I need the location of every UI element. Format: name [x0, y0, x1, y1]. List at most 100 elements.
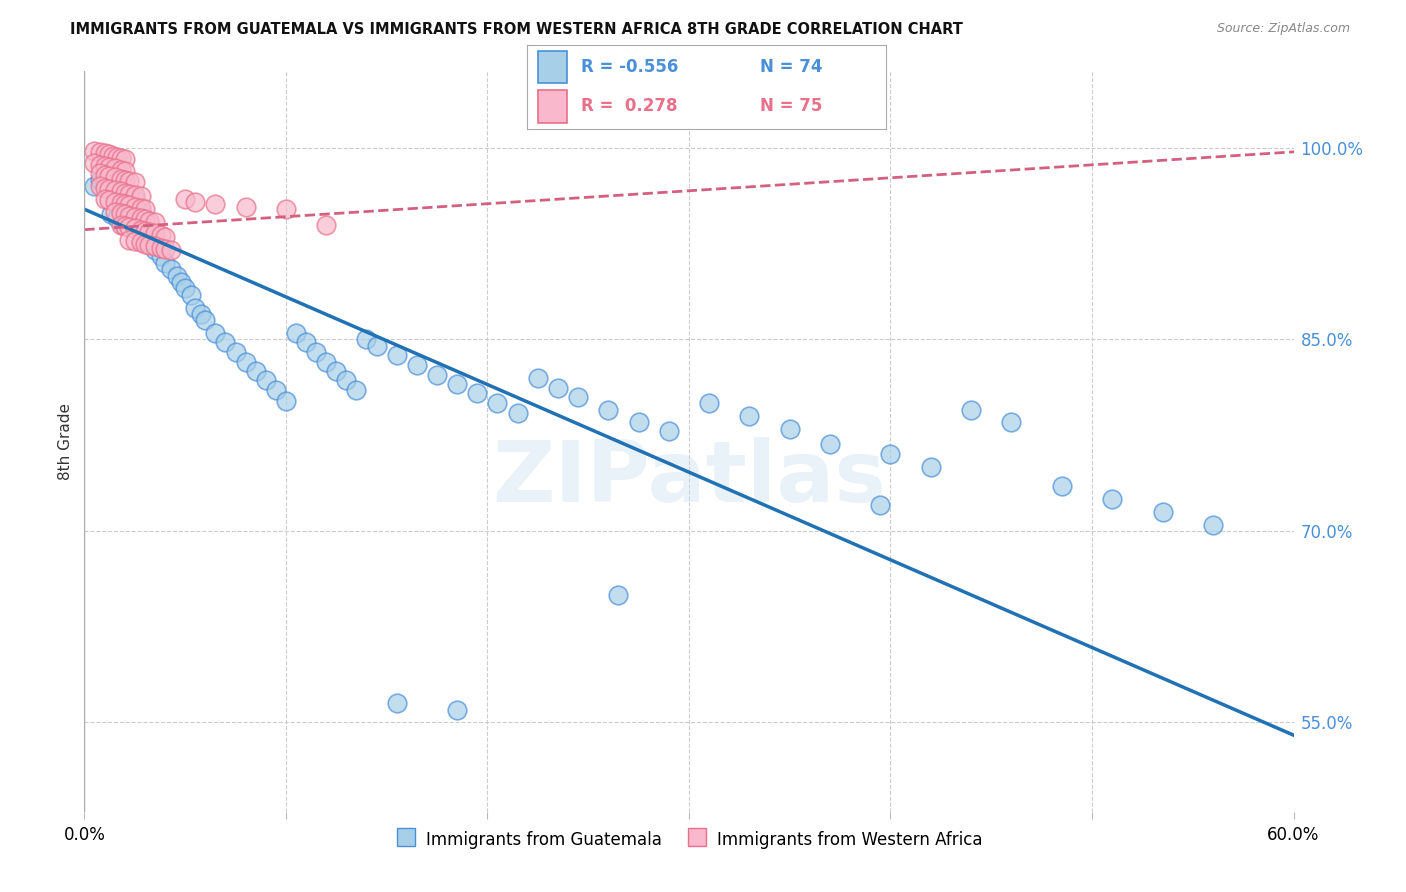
- Point: [110, 195, 132, 210]
- Point: [105, 150, 128, 164]
- Point: [153, 256, 176, 270]
- Point: [174, 281, 197, 295]
- Point: [97, 182, 120, 196]
- Point: [89, 157, 111, 171]
- Point: [295, 334, 318, 349]
- Point: [134, 224, 156, 238]
- Point: [118, 174, 141, 188]
- Point: [385, 348, 408, 362]
- Point: [89, 145, 111, 159]
- Point: [93, 168, 115, 182]
- Point: [97, 160, 120, 174]
- Point: [960, 402, 983, 417]
- Point: [93, 180, 115, 194]
- Y-axis label: 8th Grade: 8th Grade: [58, 403, 73, 480]
- FancyBboxPatch shape: [538, 51, 567, 83]
- Point: [129, 204, 152, 219]
- Point: [110, 185, 132, 199]
- Point: [214, 334, 236, 349]
- Text: Source: ZipAtlas.com: Source: ZipAtlas.com: [1216, 22, 1350, 36]
- Point: [285, 326, 308, 340]
- Point: [190, 307, 212, 321]
- Point: [658, 425, 681, 439]
- Point: [274, 202, 297, 217]
- Point: [426, 368, 449, 383]
- Point: [1101, 491, 1123, 506]
- Point: [149, 249, 172, 264]
- Point: [134, 202, 156, 217]
- Point: [110, 171, 132, 186]
- Point: [128, 224, 150, 238]
- Point: [104, 204, 127, 219]
- Point: [139, 236, 162, 251]
- Text: R = -0.556: R = -0.556: [581, 58, 679, 76]
- Point: [315, 355, 337, 369]
- Point: [114, 153, 136, 167]
- Text: ZIPatlas: ZIPatlas: [492, 437, 886, 520]
- Point: [138, 225, 160, 239]
- Point: [97, 169, 120, 183]
- Point: [138, 213, 160, 227]
- Point: [100, 207, 122, 221]
- Point: [105, 211, 128, 226]
- Point: [114, 186, 136, 200]
- FancyBboxPatch shape: [538, 90, 567, 122]
- Point: [124, 234, 146, 248]
- Text: R =  0.278: R = 0.278: [581, 97, 678, 115]
- Point: [335, 373, 357, 387]
- Point: [93, 177, 115, 191]
- Point: [274, 393, 297, 408]
- Point: [1000, 416, 1022, 430]
- Point: [1050, 479, 1073, 493]
- Point: [129, 235, 152, 250]
- Point: [114, 186, 136, 200]
- Point: [118, 220, 141, 235]
- Text: IMMIGRANTS FROM GUATEMALA VS IMMIGRANTS FROM WESTERN AFRICA 8TH GRADE CORRELATIO: IMMIGRANTS FROM GUATEMALA VS IMMIGRANTS …: [70, 22, 963, 37]
- Point: [738, 409, 761, 423]
- Point: [97, 194, 120, 208]
- Point: [315, 218, 337, 232]
- Point: [138, 238, 160, 252]
- Point: [114, 219, 136, 233]
- Point: [110, 194, 132, 209]
- Point: [486, 396, 509, 410]
- Point: [104, 189, 127, 203]
- Point: [110, 162, 132, 177]
- Point: [153, 242, 176, 256]
- Point: [180, 287, 202, 301]
- Point: [1202, 517, 1225, 532]
- Point: [346, 384, 368, 398]
- Point: [114, 197, 136, 211]
- Point: [160, 243, 183, 257]
- Point: [124, 210, 146, 224]
- Point: [134, 236, 156, 251]
- Point: [89, 173, 111, 187]
- Point: [697, 396, 720, 410]
- Point: [446, 703, 468, 717]
- Point: [83, 156, 105, 170]
- Point: [607, 588, 630, 602]
- Point: [110, 218, 132, 232]
- Point: [547, 381, 569, 395]
- Point: [385, 696, 408, 710]
- Point: [124, 200, 146, 214]
- Point: [124, 221, 146, 235]
- Point: [93, 192, 115, 206]
- Point: [124, 176, 146, 190]
- Text: N = 74: N = 74: [761, 58, 823, 76]
- Point: [118, 198, 141, 212]
- Point: [366, 339, 388, 353]
- Point: [174, 192, 197, 206]
- Point: [166, 268, 188, 283]
- Point: [149, 240, 172, 254]
- Point: [83, 144, 105, 158]
- Point: [598, 402, 620, 417]
- Point: [160, 262, 183, 277]
- Point: [104, 183, 127, 197]
- Point: [627, 416, 650, 430]
- Point: [446, 377, 468, 392]
- Point: [101, 148, 124, 162]
- Point: [406, 358, 429, 372]
- Point: [356, 333, 378, 347]
- Point: [114, 164, 136, 178]
